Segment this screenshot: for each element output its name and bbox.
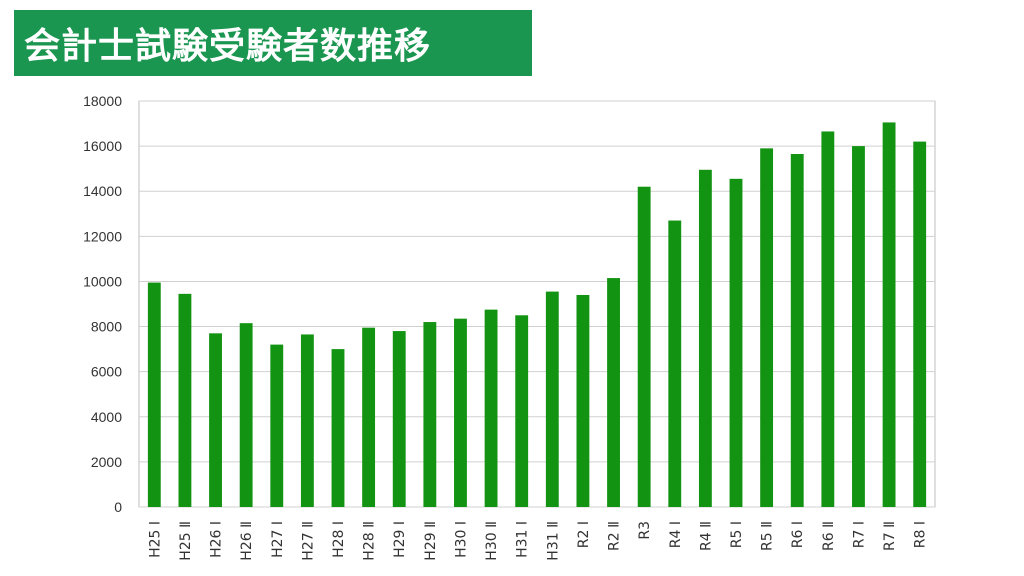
bar xyxy=(790,154,804,507)
bar xyxy=(454,318,467,507)
bar xyxy=(882,122,896,507)
bar xyxy=(698,169,712,508)
x-tick-label: R4 Ⅰ xyxy=(668,521,684,548)
x-tick-label: H29 Ⅱ xyxy=(423,521,439,561)
bar xyxy=(852,146,865,507)
x-tick-label: H25 Ⅰ xyxy=(147,521,163,558)
x-tick-label: R2 Ⅱ xyxy=(607,521,623,551)
y-tick-label: 2000 xyxy=(91,454,122,470)
x-tick-label: H26 Ⅰ xyxy=(209,521,225,558)
y-tick-label: 12000 xyxy=(83,228,122,244)
bar xyxy=(913,141,927,507)
bar xyxy=(239,323,253,507)
x-tick-label: R7 Ⅰ xyxy=(851,521,867,548)
x-tick-label: H30 Ⅰ xyxy=(453,521,469,558)
bar xyxy=(423,322,437,507)
bar xyxy=(515,315,529,507)
y-tick-label: 8000 xyxy=(91,319,122,335)
x-tick-label: R6 Ⅱ xyxy=(821,521,837,551)
y-tick-label: 16000 xyxy=(83,138,122,154)
x-tick-label: R7 Ⅱ xyxy=(882,521,898,551)
x-tick-label: R2 Ⅰ xyxy=(576,521,592,548)
y-tick-label: 4000 xyxy=(91,409,122,425)
y-tick-label: 18000 xyxy=(83,93,122,109)
bar xyxy=(209,333,222,507)
x-tick-label: H26 Ⅱ xyxy=(239,521,255,561)
bar xyxy=(637,186,651,507)
chart-title: 会計士試験受験者数推移 xyxy=(24,26,432,67)
x-tick-label: H27 Ⅱ xyxy=(300,521,316,561)
y-tick-label: 14000 xyxy=(83,183,122,199)
bar xyxy=(576,294,590,507)
x-tick-label: H31 Ⅱ xyxy=(545,521,561,561)
bar xyxy=(178,293,192,507)
bar xyxy=(362,327,376,507)
title-banner: 会計士試験受験者数推移 xyxy=(14,10,532,76)
plot-area xyxy=(138,100,936,508)
x-tick-label: H29 Ⅰ xyxy=(392,521,408,558)
bar xyxy=(607,278,620,507)
bar xyxy=(668,220,682,508)
bar xyxy=(300,334,314,507)
bar xyxy=(545,291,559,507)
x-tick-label: H28 Ⅰ xyxy=(331,521,347,558)
x-tick-label: H28 Ⅱ xyxy=(362,521,378,561)
x-tick-label: R6 Ⅰ xyxy=(790,521,806,548)
x-tick-label: H31 Ⅰ xyxy=(515,521,531,558)
y-tick-label: 10000 xyxy=(83,273,122,289)
x-tick-label: R5 Ⅰ xyxy=(729,521,745,548)
bar xyxy=(484,309,498,507)
bar xyxy=(821,131,835,507)
x-tick-label: R8 Ⅰ xyxy=(913,521,929,548)
bar xyxy=(729,178,743,508)
x-tick-label: R4 Ⅱ xyxy=(698,521,714,551)
x-tick-label: R3 xyxy=(637,521,653,540)
bar xyxy=(331,349,345,507)
x-tick-label: H27 Ⅰ xyxy=(270,521,286,558)
y-tick-label: 6000 xyxy=(91,364,122,380)
y-tick-label: 0 xyxy=(114,499,122,515)
x-tick-label: H25 Ⅱ xyxy=(178,521,194,561)
x-tick-label: H30 Ⅱ xyxy=(484,521,500,561)
bar xyxy=(760,148,774,507)
x-tick-label: R5 Ⅱ xyxy=(760,521,776,551)
bar xyxy=(392,331,406,507)
bar xyxy=(147,282,161,507)
bar xyxy=(270,344,284,507)
